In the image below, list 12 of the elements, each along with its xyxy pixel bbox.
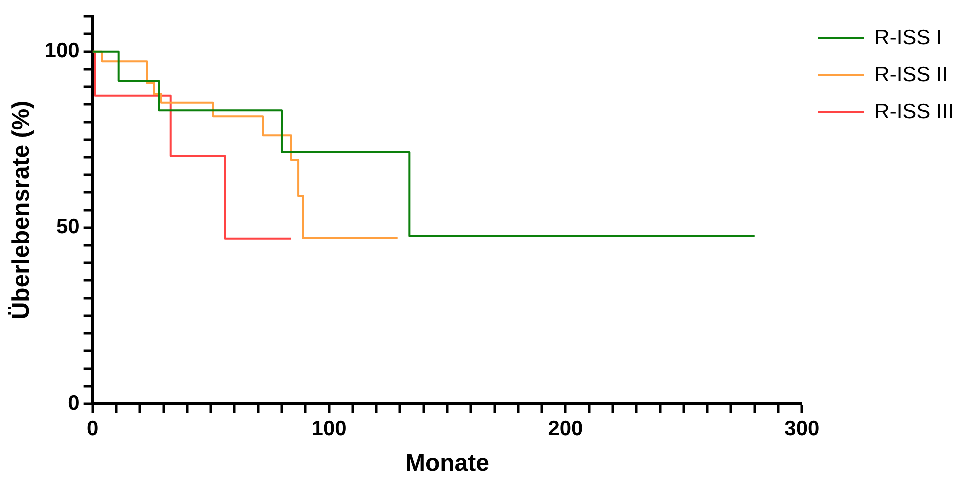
x-tick-label: 0 — [86, 417, 99, 440]
y-axis-title: Überlebensrate (%) — [8, 100, 36, 320]
x-tick-label: 100 — [312, 417, 347, 440]
y-tick-label: 50 — [56, 216, 80, 239]
legend-label: R-ISS I — [874, 26, 942, 50]
x-axis-title: Monate — [405, 450, 490, 478]
legend-label: R-ISS II — [874, 63, 948, 86]
legend-label: R-ISS III — [874, 100, 954, 124]
y-tick-label: 100 — [44, 40, 80, 63]
x-tick-label: 300 — [784, 417, 820, 440]
x-tick-label: 200 — [548, 417, 584, 440]
y-tick-label: 0 — [68, 392, 80, 415]
